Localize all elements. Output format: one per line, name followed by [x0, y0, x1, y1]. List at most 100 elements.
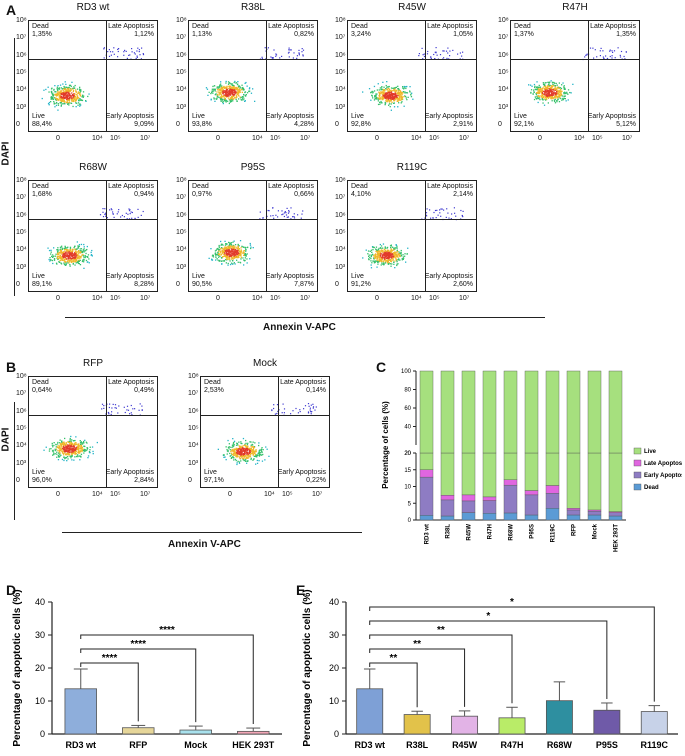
- flow-title-a-rd3-wt: RD3 wt: [76, 2, 110, 13]
- x-tick-label: 10⁷: [622, 135, 633, 142]
- x-tick-label: 10⁴: [411, 135, 422, 142]
- c-bar-segment: [440, 515, 455, 521]
- quadrant-divider-horizontal: [29, 59, 157, 60]
- c-y-tick-label: 60: [404, 406, 411, 412]
- c-bar-segment: [482, 496, 497, 501]
- x-tick-label: 0: [56, 491, 60, 498]
- y-tick-label: 10⁸: [335, 177, 346, 184]
- d-significance-label: ****: [159, 625, 175, 636]
- y-tick-label: 10⁵: [335, 69, 346, 76]
- c-bar-segment: [587, 514, 602, 521]
- y-tick-label: 10³: [16, 459, 27, 467]
- d-significance-label: ****: [130, 639, 146, 650]
- c-x-tick-label: Mock: [593, 523, 599, 539]
- e-bar: [403, 714, 431, 735]
- x-tick-label: 10⁵: [270, 135, 281, 142]
- x-tick-label: 10⁴: [92, 491, 103, 498]
- c-bar-segment: [524, 490, 539, 496]
- flow-plot-a-r38l: Dead 1,13% Late Apoptosis 0,82% Live 93,8%…: [188, 20, 318, 132]
- c-bar-segment: [461, 452, 476, 496]
- e-x-tick-label: P95S: [596, 740, 618, 750]
- e-y-tick-label: 40: [329, 597, 339, 607]
- x-tick-label: 10⁴: [92, 135, 103, 142]
- quadrant-early-a-r68w: Early Apoptosis 8,28%: [105, 273, 154, 288]
- x-tick-label: 10⁷: [140, 135, 151, 142]
- flow-title-a-r68w: R68W: [79, 162, 107, 173]
- c-bar-segment: [419, 515, 434, 521]
- x-tick-label: 10⁷: [140, 295, 151, 302]
- y-tick-label: 10⁶: [16, 407, 27, 415]
- y-tick-label: 10⁷: [176, 194, 187, 202]
- quadrant-dead-a-p95s: Dead 0,97%: [192, 183, 212, 198]
- c-bar-segment: [419, 469, 434, 478]
- y-tick-label: 10³: [176, 263, 187, 271]
- quadrant-divider-vertical: [106, 377, 107, 487]
- c-x-tick-label: R38L: [446, 524, 452, 539]
- panel-d-bar-chart: 0 10 20 30 40 Percentage of apoptotic cells (…: [12, 589, 282, 750]
- e-y-axis-label: Percentage of apoptotic cells (%): [302, 589, 313, 746]
- e-bar: [593, 709, 621, 735]
- panel-b-y-axis-line: [14, 402, 15, 520]
- quadrant-early-a-r38l: Early Apoptosis 4,28%: [265, 113, 314, 128]
- flow-title-b-rfp: RFP: [83, 358, 103, 369]
- y-tick-label: 10⁷: [16, 390, 27, 398]
- d-significance-bracket: [80, 648, 197, 723]
- c-bar-segment: [524, 514, 539, 521]
- c-bar-segment: [503, 370, 518, 454]
- panel-a-x-axis-line: [65, 317, 545, 318]
- y-tick-label: 10⁷: [498, 34, 509, 42]
- e-y-tick-label: 0: [334, 729, 339, 739]
- panel-b-y-axis-label: DAPI: [0, 427, 12, 452]
- y-tick-label: 10³: [335, 263, 346, 271]
- c-legend-label: Early Apoptosis: [644, 473, 682, 479]
- y-tick-label: 10³: [498, 103, 509, 111]
- x-tick-label: 10⁷: [300, 295, 311, 302]
- e-bar: [451, 715, 479, 735]
- y-tick-label: 10⁶: [335, 51, 346, 59]
- c-bar-segment: [566, 509, 581, 516]
- x-tick-label: 10⁴: [252, 135, 263, 142]
- c-bar-segment: [608, 452, 623, 512]
- y-tick-label: 0: [176, 121, 180, 128]
- c-legend-swatch: [633, 459, 642, 467]
- c-y-tick-label: 0: [408, 518, 412, 524]
- d-bar: [122, 727, 155, 735]
- flow-dots-a-r119c: [362, 207, 464, 269]
- y-tick-label: 10⁸: [176, 177, 187, 184]
- c-bar-segment: [440, 370, 455, 454]
- quadrant-late-a-r47h: Late Apoptosis 1,35%: [590, 23, 636, 38]
- x-tick-label: 10⁵: [110, 491, 121, 498]
- x-tick-label: 10⁵: [592, 135, 603, 142]
- c-bar-segment: [608, 512, 623, 517]
- quadrant-early-a-r47h: Early Apoptosis 5,12%: [587, 113, 636, 128]
- flow-plot-a-r47h: Dead 1,37% Late Apoptosis 1,35% Live 92,1%…: [510, 20, 640, 132]
- e-significance-label: **: [413, 639, 421, 650]
- y-tick-label: 10⁶: [498, 51, 509, 59]
- y-tick-label: 10⁵: [498, 69, 509, 76]
- c-bar-segment: [503, 484, 518, 514]
- quadrant-live-a-r38l: Live 93,8%: [192, 113, 212, 128]
- c-y-tick-label: 15: [404, 468, 411, 474]
- y-tick-label: 10⁸: [16, 17, 27, 24]
- c-x-tick-label: R68W: [509, 524, 515, 541]
- e-significance-label: *: [510, 597, 514, 608]
- y-tick-label: 10⁸: [16, 177, 27, 184]
- quadrant-early-a-r45w: Early Apoptosis 2,91%: [424, 113, 473, 128]
- y-tick-label: 0: [16, 121, 20, 128]
- c-bar-segment: [461, 512, 476, 521]
- x-tick-label: 10⁵: [110, 135, 121, 142]
- panel-letter-c: C: [376, 359, 387, 375]
- c-bar-segment: [419, 452, 434, 470]
- quadrant-divider-horizontal: [189, 59, 317, 60]
- c-bar-segment: [461, 370, 476, 454]
- c-legend-swatch: [633, 471, 642, 479]
- y-tick-label: 10⁵: [16, 425, 27, 432]
- quadrant-dead-b-mock: Dead 2,53%: [204, 379, 224, 394]
- y-tick-label: 10⁵: [176, 229, 187, 236]
- quadrant-divider-vertical: [425, 181, 426, 291]
- y-tick-label: 10⁴: [188, 442, 199, 450]
- c-bar-segment: [440, 495, 455, 501]
- panel-letter-d: D: [6, 582, 17, 598]
- y-tick-label: 10⁵: [188, 425, 199, 432]
- c-y-axis-label: Percentage of cells (%): [381, 401, 390, 489]
